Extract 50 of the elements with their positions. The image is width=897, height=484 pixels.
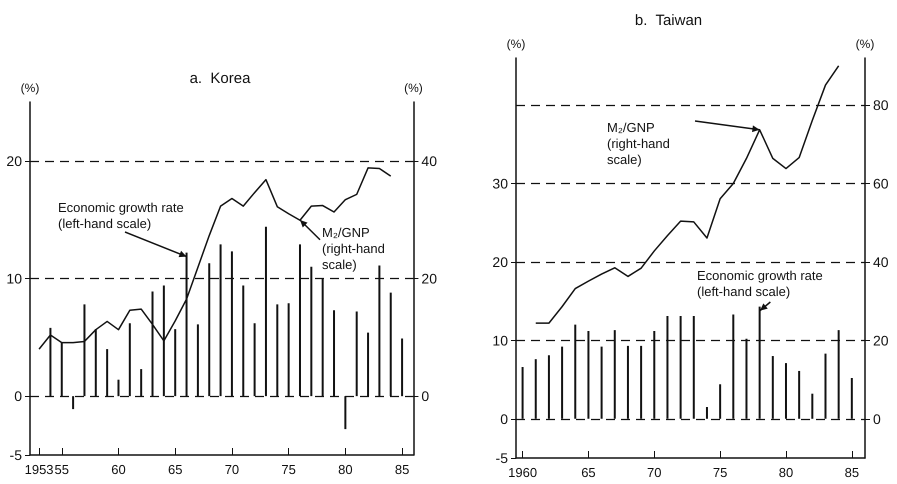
y2-tick-label: 0 <box>873 410 881 427</box>
y2-tick-label: 40 <box>421 152 438 169</box>
y-tick-label: 20 <box>492 254 508 270</box>
y-tick-label: 0 <box>500 410 508 427</box>
y-tick-label: -5 <box>496 450 508 466</box>
x-tick-label: 65 <box>168 462 182 477</box>
y2-tick-label: 20 <box>421 270 438 286</box>
y-tick-label: 30 <box>492 175 508 192</box>
x-tick-label: 1960 <box>508 465 538 480</box>
bar <box>706 407 708 419</box>
series-label: Economic growth rate (left-hand scale) <box>697 268 824 300</box>
x-tick-label: 75 <box>281 462 296 477</box>
bar <box>117 380 120 396</box>
bar <box>600 346 603 419</box>
y-tick-label: 10 <box>6 270 22 286</box>
bar <box>811 394 814 419</box>
chart-title: b. Taiwan <box>634 12 702 29</box>
x-tick-label: 80 <box>338 462 353 477</box>
x-tick-label: 70 <box>647 465 662 480</box>
y-tick-label: -5 <box>10 447 22 463</box>
x-tick-label: 65 <box>581 465 596 480</box>
y-tick-label: 0 <box>14 388 22 404</box>
x-tick-label: 85 <box>394 462 410 477</box>
bar <box>356 311 358 396</box>
x-tick-label: 85 <box>844 465 860 480</box>
x-tick-label: 55 <box>54 462 69 477</box>
x-tick-label: 75 <box>712 465 728 480</box>
y2-tick-label: 60 <box>873 175 889 192</box>
bar <box>174 329 176 396</box>
y2-tick-label: 40 <box>873 254 889 270</box>
y-tick-label: 10 <box>492 332 508 348</box>
x-tick-label: 60 <box>111 462 126 477</box>
y-axis-title: (%) <box>20 81 40 95</box>
series-label: Economic growth rate (left-hand scale) <box>58 200 185 232</box>
x-tick-label: 70 <box>224 462 240 477</box>
x-tick-label: 80 <box>778 465 794 480</box>
y2-tick-label: 20 <box>873 332 889 348</box>
y2-tick-label: 80 <box>873 97 889 114</box>
y2-axis-title: (%) <box>404 81 423 95</box>
y-tick-label: 20 <box>6 152 22 169</box>
y-axis-title: (%) <box>506 37 526 51</box>
x-tick-label: 1953 <box>24 462 54 477</box>
y2-tick-label: 0 <box>421 388 430 404</box>
bar <box>128 323 131 396</box>
legend-label: M₂/GNP (right-hand scale) <box>607 120 671 168</box>
legend-label: M₂/GNP (right-hand scale) <box>322 225 386 273</box>
y2-axis-title: (%) <box>856 37 874 51</box>
bar <box>401 338 404 396</box>
bar <box>798 370 800 419</box>
chart-title: a. Korea <box>190 70 252 87</box>
